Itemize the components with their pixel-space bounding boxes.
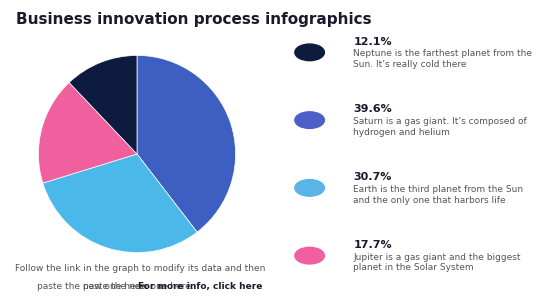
Text: Saturn is a gas giant. It’s composed of: Saturn is a gas giant. It’s composed of (353, 117, 527, 126)
Wedge shape (43, 154, 197, 253)
Text: Business innovation process infographics: Business innovation process infographics (16, 12, 372, 27)
Text: For more info, click here: For more info, click here (138, 282, 262, 291)
Text: paste the new one here.: paste the new one here. (83, 282, 197, 291)
Text: Jupiter is a gas giant and the biggest: Jupiter is a gas giant and the biggest (353, 253, 521, 262)
Text: 12.1%: 12.1% (353, 37, 392, 47)
Text: paste the new one here.: paste the new one here. (37, 282, 150, 291)
Text: 39.6%: 39.6% (353, 104, 392, 114)
Text: planet in the Solar System: planet in the Solar System (353, 263, 474, 273)
Text: Sun. It’s really cold there: Sun. It’s really cold there (353, 60, 467, 69)
Text: hydrogen and helium: hydrogen and helium (353, 128, 450, 137)
Text: Earth is the third planet from the Sun: Earth is the third planet from the Sun (353, 185, 523, 194)
Text: 30.7%: 30.7% (353, 172, 392, 182)
Text: and the only one that harbors life: and the only one that harbors life (353, 196, 506, 205)
Wedge shape (38, 83, 137, 183)
Wedge shape (137, 55, 236, 232)
Wedge shape (69, 55, 137, 154)
Text: Neptune is the farthest planet from the: Neptune is the farthest planet from the (353, 49, 533, 59)
Text: Follow the link in the graph to modify its data and then: Follow the link in the graph to modify i… (15, 264, 265, 273)
Text: 17.7%: 17.7% (353, 240, 392, 250)
